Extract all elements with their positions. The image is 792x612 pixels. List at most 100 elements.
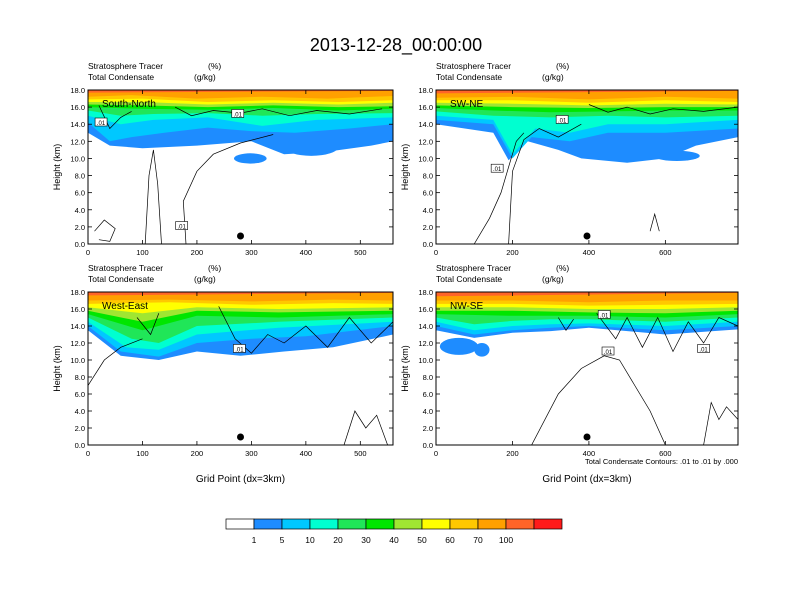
plot-frame [87, 89, 394, 245]
header-tracer-units: (%) [556, 263, 569, 273]
y-tick-label: 6.0 [423, 189, 433, 198]
y-tick-label: 16.0 [70, 305, 85, 314]
tracer-patch [439, 337, 479, 355]
y-tick-label: 2.0 [423, 424, 433, 433]
x-tick-label: 200 [506, 248, 519, 257]
tracer-patch [474, 343, 490, 357]
condensate-contour [531, 355, 666, 445]
header-tracer: Stratosphere Tracer [88, 61, 163, 71]
condensate-contour [174, 106, 383, 117]
y-tick-label: 0.0 [423, 441, 433, 450]
colorbar-swatch [225, 518, 255, 530]
contour-label-box [175, 221, 188, 230]
x-tick-label: 0 [86, 449, 90, 458]
contour-label-box [94, 117, 108, 127]
y-axis-label: Height (km) [400, 144, 410, 191]
y-tick-label: 10.0 [70, 154, 85, 163]
y-tick-label: 10.0 [418, 356, 433, 365]
y-tick-label: 16.0 [418, 305, 433, 314]
condensate-contour [182, 134, 274, 244]
y-tick-label: 8.0 [423, 172, 433, 181]
y-tick-label: 2.0 [75, 223, 85, 232]
colorbar-label: 70 [473, 535, 483, 545]
plot-frame [87, 291, 394, 446]
y-tick-label: 12.0 [70, 137, 85, 146]
y-tick-label: 18.0 [418, 86, 433, 95]
y-tick-label: 14.0 [70, 322, 85, 331]
cross-section-label: South-North [102, 99, 156, 110]
colorbar-label: 1 [252, 535, 257, 545]
x-tick-label: 600 [659, 248, 672, 257]
colorbar-label: 50 [417, 535, 427, 545]
header-condensate: Total Condensate [88, 72, 154, 82]
y-axis-label: Height (km) [52, 345, 62, 392]
header-tracer: Stratosphere Tracer [436, 263, 511, 273]
cross-section-label: SW-NE [450, 99, 483, 110]
plot-area: .01 .01 [436, 90, 738, 244]
x-tick-label: 500 [354, 449, 367, 458]
colorbar-label: 60 [445, 535, 455, 545]
contour-label: .01 [234, 112, 243, 118]
x-tick-label: 200 [191, 248, 204, 257]
header-tracer-units: (%) [208, 263, 221, 273]
condensate-contour [144, 149, 162, 244]
contour-label: .01 [604, 350, 613, 356]
tracer-patch [284, 137, 339, 156]
header-tracer-units: (%) [208, 61, 221, 71]
colorbar-swatch [337, 518, 367, 530]
x-tick-label: 400 [583, 248, 596, 257]
y-tick-label: 8.0 [75, 373, 85, 382]
contour-label-box [597, 310, 611, 319]
y-tick-label: 18.0 [70, 288, 85, 297]
y-tick-label: 12.0 [418, 137, 433, 146]
plot-frame [435, 291, 739, 446]
tracer-band-10 [436, 90, 738, 94]
y-tick-label: 12.0 [70, 339, 85, 348]
header-condensate-units: (g/kg) [194, 274, 216, 284]
x-tick-label: 400 [300, 449, 313, 458]
tracer-patch [653, 150, 700, 162]
header-condensate: Total Condensate [88, 274, 154, 284]
contour-label-box [490, 163, 504, 173]
condensate-contour [88, 338, 143, 386]
y-tick-label: 10.0 [70, 356, 85, 365]
y-tick-label: 2.0 [75, 424, 85, 433]
contour-label-box [697, 344, 710, 353]
y-tick-label: 18.0 [418, 288, 433, 297]
contour-label: .01 [493, 167, 502, 173]
header-tracer: Stratosphere Tracer [436, 61, 511, 71]
y-tick-label: 16.0 [418, 103, 433, 112]
contour-label: .01 [97, 121, 106, 127]
contour-label-box [231, 109, 245, 118]
contour-label-box [233, 344, 246, 353]
tracer-band-10 [88, 292, 393, 296]
y-tick-label: 6.0 [75, 390, 85, 399]
header-condensate-units: (g/kg) [542, 274, 564, 284]
y-tick-label: 8.0 [75, 172, 85, 181]
colorbar-swatch [421, 518, 451, 530]
x-axis-label: Grid Point (dx=3km) [542, 474, 631, 485]
y-tick-label: 16.0 [70, 103, 85, 112]
x-tick-label: 500 [354, 248, 367, 257]
tracer-band-10 [436, 292, 738, 297]
colorbar-swatch [533, 518, 563, 530]
x-tick-label: 0 [86, 248, 90, 257]
colorbar-legend: 1 5 10 20 30 40 50 60 70 100 [225, 518, 563, 545]
contour-label: .01 [235, 347, 244, 353]
plot-area: .01 .01 .01 [88, 90, 393, 244]
x-tick-label: 400 [300, 248, 313, 257]
y-tick-label: 4.0 [423, 407, 433, 416]
y-tick-label: 4.0 [423, 206, 433, 215]
colorbar-label: 5 [280, 535, 285, 545]
y-tick-label: 18.0 [70, 86, 85, 95]
y-axis-label: Height (km) [52, 144, 62, 191]
header-condensate-units: (g/kg) [542, 72, 564, 82]
contour-footnote: Total Condensate Contours: .01 to .01 by… [585, 457, 738, 466]
contour-label: .01 [558, 118, 567, 124]
y-tick-label: 14.0 [418, 322, 433, 331]
header-tracer-units: (%) [556, 61, 569, 71]
y-tick-label: 2.0 [423, 223, 433, 232]
y-axis-label: Height (km) [400, 345, 410, 392]
